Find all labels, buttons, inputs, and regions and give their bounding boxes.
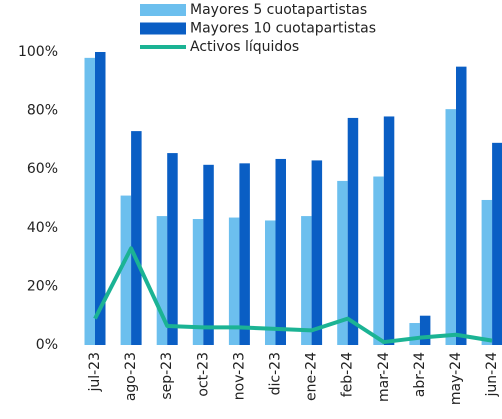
bar [239, 163, 250, 345]
bar [409, 323, 420, 345]
bar [481, 199, 493, 345]
x-tick-label: jul-23 [87, 352, 103, 393]
bar [301, 216, 312, 345]
bar [265, 220, 276, 345]
bar [131, 131, 142, 345]
y-tick-label: 100% [18, 44, 58, 60]
x-tick-label: nov-23 [231, 352, 247, 400]
bar [492, 142, 502, 345]
x-tick-label: dic-23 [268, 352, 284, 395]
y-tick-label: 0% [36, 337, 58, 353]
bar [337, 180, 348, 345]
bar [228, 217, 240, 345]
x-tick-label: oct-23 [195, 352, 211, 397]
y-tick-label: 80% [27, 103, 58, 119]
x-tick-label: ago-23 [123, 352, 139, 401]
legend-swatch [140, 4, 186, 16]
x-tick-label: sep-23 [159, 352, 175, 400]
bar [419, 315, 431, 345]
bar [84, 57, 95, 346]
x-tick-label: may-24 [448, 352, 464, 405]
bar [445, 109, 456, 345]
bar [383, 116, 395, 346]
bar [120, 195, 132, 345]
legend-label: Mayores 5 cuotapartistas [190, 2, 367, 18]
x-tick-label: mar-24 [376, 352, 392, 402]
bar [347, 117, 359, 345]
y-tick-label: 20% [27, 278, 58, 294]
bar [156, 216, 168, 345]
y-tick-label: 60% [27, 161, 58, 177]
bar [192, 219, 204, 345]
x-tick-label: abr-24 [412, 352, 428, 397]
bar [203, 164, 214, 345]
x-tick-label: ene-24 [304, 352, 320, 401]
x-tick-label: feb-24 [340, 352, 356, 397]
bar [275, 158, 286, 345]
y-tick-label: 40% [27, 220, 58, 236]
bar [167, 153, 178, 345]
legend-label: Mayores 10 cuotapartistas [190, 21, 376, 37]
bar [456, 66, 467, 346]
bar [311, 160, 323, 345]
legend-label: Activos líquidos [190, 39, 299, 55]
bar [373, 176, 384, 345]
x-tick-label: jun-24 [484, 352, 500, 398]
legend-swatch [140, 22, 186, 35]
bar [95, 52, 106, 345]
line [93, 246, 493, 345]
